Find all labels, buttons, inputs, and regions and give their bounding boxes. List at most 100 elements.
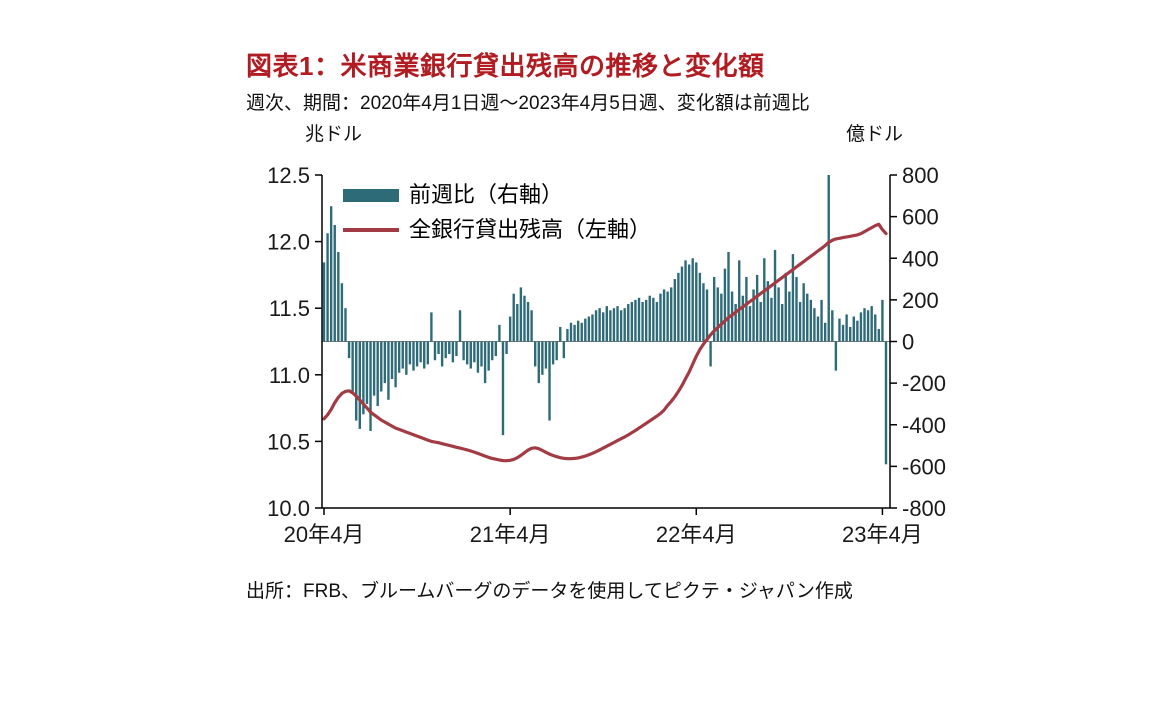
right-axis-tick-label: -600 xyxy=(902,454,946,479)
weekly-change-bar xyxy=(487,341,490,371)
right-axis-tick-label: 600 xyxy=(902,205,939,230)
weekly-change-bar xyxy=(365,341,369,404)
weekly-change-bar xyxy=(602,312,605,342)
weekly-change-bar xyxy=(795,276,798,342)
weekly-change-bar xyxy=(755,274,759,342)
weekly-change-bar xyxy=(523,295,526,342)
weekly-change-bar xyxy=(695,262,698,342)
weekly-change-bar xyxy=(480,341,483,367)
weekly-change-bar xyxy=(609,310,612,342)
weekly-change-bar xyxy=(791,254,795,342)
weekly-change-bar xyxy=(709,341,712,367)
weekly-change-bar xyxy=(405,341,408,375)
weekly-change-bar xyxy=(591,314,594,342)
weekly-change-bar xyxy=(491,341,494,361)
weekly-change-bar xyxy=(562,341,566,359)
weekly-change-bar xyxy=(780,304,784,342)
right-axis-tick-label: 400 xyxy=(902,246,939,271)
weekly-change-bar xyxy=(766,281,770,342)
weekly-change-bar xyxy=(555,341,558,361)
weekly-change-bar xyxy=(501,341,505,436)
weekly-change-bar xyxy=(344,308,347,342)
weekly-change-bar xyxy=(580,322,583,342)
weekly-change-bar xyxy=(530,310,533,342)
legend-item-weekly-change: 前週比（右軸） xyxy=(343,180,651,210)
left-axis-tick-label: 10.5 xyxy=(267,429,310,454)
weekly-change-bar xyxy=(369,341,372,431)
weekly-change-bar xyxy=(659,293,662,342)
weekly-change-bar xyxy=(401,341,404,369)
chart-subtitle: 週次、期間：2020年4月1日週～2023年4月5日週、変化額は前週比 xyxy=(246,93,810,114)
weekly-change-bar xyxy=(738,260,741,342)
weekly-change-bar xyxy=(881,299,884,342)
weekly-change-bar xyxy=(727,252,730,342)
weekly-change-bar xyxy=(773,249,777,342)
weekly-change-bar xyxy=(355,341,358,421)
weekly-change-bar xyxy=(394,341,397,388)
right-axis-tick-label: 0 xyxy=(902,330,914,355)
weekly-change-bar xyxy=(644,299,648,342)
weekly-change-bar xyxy=(576,320,580,342)
weekly-change-bar xyxy=(834,341,838,371)
weekly-change-bar xyxy=(763,258,766,342)
weekly-change-bar xyxy=(426,341,430,365)
weekly-change-bar xyxy=(508,316,512,342)
weekly-change-bar xyxy=(716,287,719,342)
weekly-change-bar xyxy=(877,329,881,342)
x-axis-tick-label: 22年4月 xyxy=(656,522,737,547)
weekly-change-bar xyxy=(387,341,390,400)
weekly-change-bar xyxy=(505,341,508,354)
weekly-change-bar xyxy=(455,341,458,357)
left-axis-tick-label: 12.5 xyxy=(267,163,310,188)
weekly-change-bar xyxy=(469,341,472,369)
weekly-change-bar xyxy=(856,320,859,342)
chart-title: 図表1：米商業銀行貸出残高の推移と変化額 xyxy=(246,51,765,81)
weekly-change-bar xyxy=(333,224,336,342)
weekly-change-bar xyxy=(444,341,447,359)
weekly-change-bar xyxy=(351,341,354,394)
weekly-change-bar xyxy=(584,318,587,342)
weekly-change-bar xyxy=(329,206,333,342)
left-axis-tick-label: 11.5 xyxy=(269,296,310,321)
weekly-change-bar xyxy=(383,341,387,384)
weekly-change-bar xyxy=(362,341,365,415)
weekly-change-bar xyxy=(408,341,412,365)
weekly-change-bar xyxy=(526,301,530,342)
x-axis-tick-label: 20年4月 xyxy=(284,522,365,547)
weekly-change-bar xyxy=(380,341,383,392)
weekly-change-bar xyxy=(451,341,455,363)
weekly-change-bar xyxy=(322,262,326,342)
weekly-change-bar xyxy=(662,289,666,342)
weekly-change-bar xyxy=(512,293,515,342)
weekly-change-bar xyxy=(551,341,555,365)
weekly-change-bar xyxy=(827,175,830,342)
weekly-change-bar xyxy=(473,341,476,363)
weekly-change-bar xyxy=(677,272,680,342)
weekly-change-bar xyxy=(870,306,873,342)
weekly-change-bar xyxy=(415,341,419,367)
weekly-change-bar xyxy=(648,295,651,342)
weekly-change-bar xyxy=(813,308,816,342)
weekly-change-bar xyxy=(594,310,598,342)
weekly-change-bar xyxy=(619,310,623,342)
weekly-change-bar xyxy=(816,316,820,342)
weekly-change-bar xyxy=(537,341,540,384)
weekly-change-bar xyxy=(337,252,340,342)
weekly-change-bar xyxy=(723,268,727,342)
weekly-change-bar xyxy=(533,341,537,367)
weekly-change-bar xyxy=(784,272,787,342)
weekly-change-bar xyxy=(705,289,709,342)
weekly-change-bar xyxy=(340,283,344,342)
weekly-change-bar xyxy=(652,297,655,342)
weekly-change-bar xyxy=(884,341,888,465)
x-axis-tick-label: 21年4月 xyxy=(470,522,551,547)
weekly-change-bar xyxy=(494,341,498,357)
weekly-change-bar xyxy=(437,341,440,354)
weekly-change-bar xyxy=(687,264,691,342)
weekly-change-bar xyxy=(566,329,569,342)
weekly-change-bar xyxy=(483,341,487,384)
weekly-change-bar xyxy=(866,310,870,342)
weekly-change-bar xyxy=(372,341,376,396)
weekly-change-bar xyxy=(397,341,401,373)
weekly-change-bar xyxy=(430,312,433,342)
